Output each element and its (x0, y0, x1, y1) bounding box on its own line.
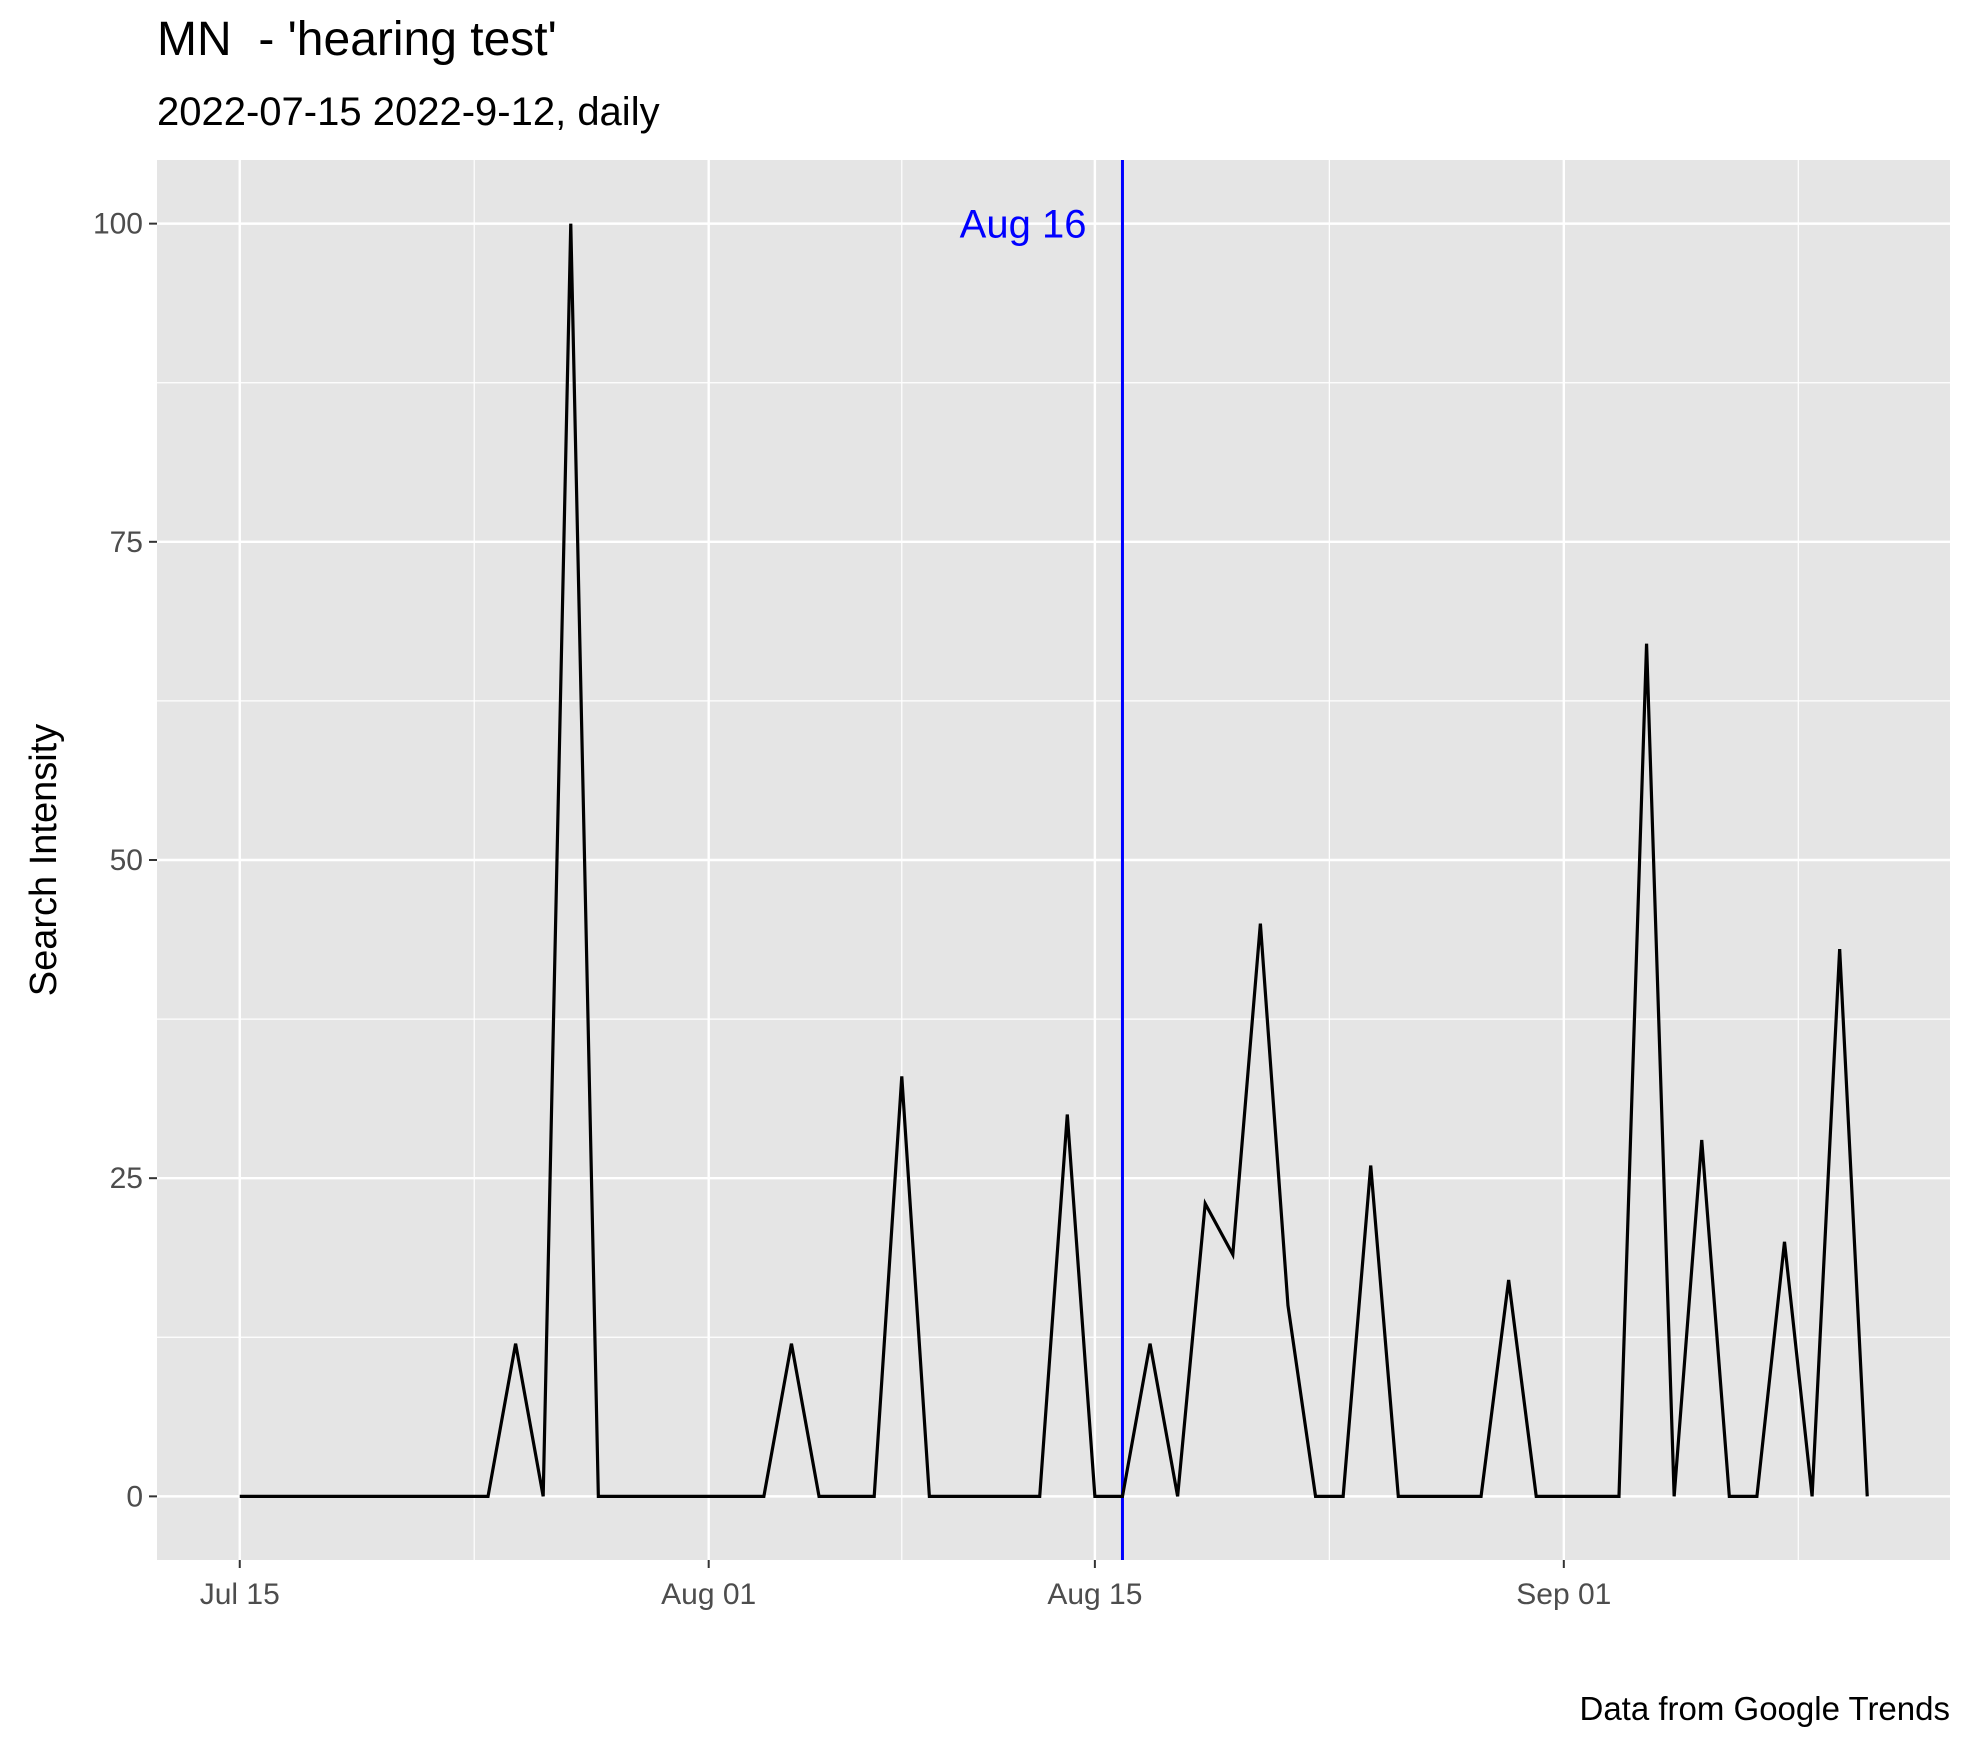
series-layer (239, 223, 1869, 1498)
vline-label: Aug 16 (960, 203, 1087, 247)
y-tick-label: 50 (110, 844, 143, 877)
x-tick-label: Sep 01 (1516, 1578, 1611, 1611)
x-tick-label: Aug 15 (1047, 1578, 1142, 1611)
y-tick-label: 25 (110, 1162, 143, 1195)
x-tick-label: Jul 15 (200, 1578, 280, 1611)
x-tick-label: Aug 01 (661, 1578, 756, 1611)
y-tick-label: 0 (126, 1480, 143, 1513)
annotation-layer: Aug 16 (960, 160, 1124, 1560)
y-axis-title: Search Intensity (23, 724, 65, 996)
axes: 0 25 50 75 100 Jul 15 Aug 01 Aug 15 Sep 01 (93, 208, 1611, 1611)
chart-title: MN - 'hearing test' (157, 13, 557, 66)
major-gridlines (157, 160, 1950, 1560)
chart-caption: Data from Google Trends (1579, 1690, 1950, 1727)
series-line (239, 223, 1869, 1498)
y-tick-label: 75 (110, 526, 143, 559)
chart-subtitle: 2022-07-15 2022-9-12, daily (157, 90, 660, 134)
y-tick-label: 100 (93, 208, 143, 241)
